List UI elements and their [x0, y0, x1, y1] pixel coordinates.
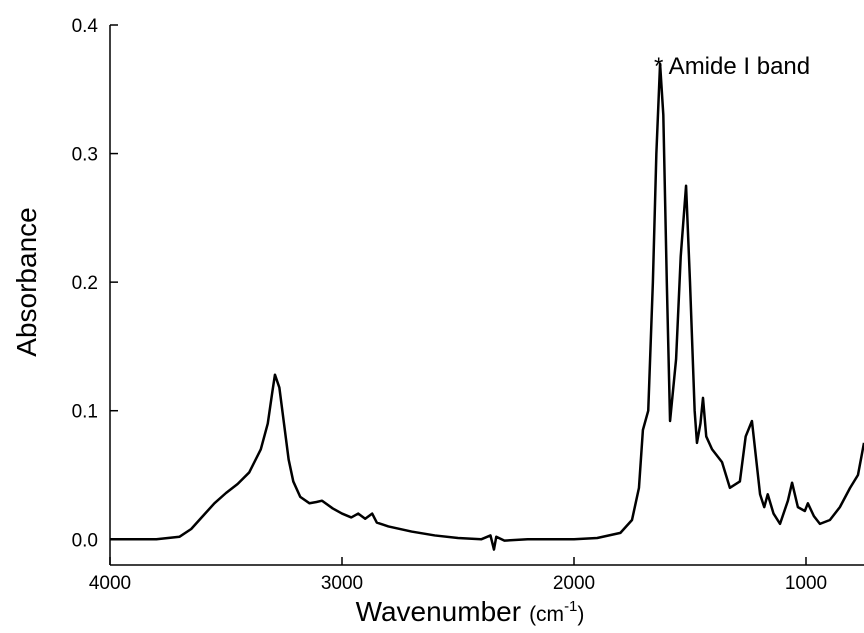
x-unit: (cm [529, 603, 564, 626]
y-tick-label: 0.3 [72, 145, 98, 166]
x-unit-exponent: -1 [564, 598, 577, 615]
x-axis-label: Wavenumber (cm-1) [356, 596, 585, 627]
y-tick-label: 0.0 [72, 530, 98, 551]
x-tick-label: 3000 [321, 573, 363, 594]
annotation: * Amide I band [654, 53, 810, 80]
y-tick-label: 0.4 [72, 16, 99, 37]
x-unit-close: ) [577, 603, 584, 626]
x-tick-label: 1000 [785, 573, 827, 594]
x-label-text: Wavenumber [356, 596, 521, 627]
x-tick-label: 2000 [553, 573, 595, 594]
x-tick-label: 4000 [89, 573, 131, 594]
y-tick-label: 0.2 [72, 273, 98, 294]
spectrum-line [110, 62, 864, 551]
y-axis-label: Absorbance [11, 207, 42, 356]
y-tick-label: 0.1 [72, 402, 98, 423]
